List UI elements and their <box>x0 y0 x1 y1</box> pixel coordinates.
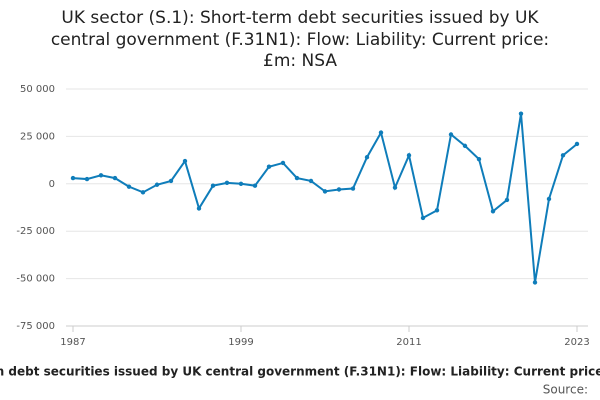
y-tick-label: 50 000 <box>20 84 55 95</box>
x-tick-label: 2011 <box>396 337 421 348</box>
x-tick-label: 1999 <box>228 337 253 348</box>
x-axis-label: Short-term debt securities issued by UK … <box>0 365 600 379</box>
point <box>406 153 412 158</box>
point <box>448 132 454 137</box>
point <box>126 184 132 189</box>
point <box>532 280 538 285</box>
x-tick-label: 2023 <box>564 337 589 348</box>
point <box>112 175 118 181</box>
point <box>266 164 272 169</box>
point <box>546 196 552 202</box>
point <box>434 208 440 213</box>
y-tick-label: -75 000 <box>16 321 55 332</box>
point <box>98 173 104 178</box>
y-tick-label: -50 000 <box>16 274 55 285</box>
point <box>154 182 160 187</box>
point <box>140 190 146 195</box>
point <box>238 181 244 186</box>
point <box>378 130 384 135</box>
point <box>322 189 328 194</box>
point <box>476 156 482 162</box>
y-tick-label: 25 000 <box>20 131 55 142</box>
x-tick-label: 1987 <box>60 337 85 348</box>
point <box>574 141 580 147</box>
point <box>308 178 314 184</box>
chart-title: UK sector (S.1): Short-term debt securit… <box>61 8 539 28</box>
point <box>490 209 496 214</box>
point <box>364 155 370 160</box>
point <box>518 111 524 116</box>
point <box>182 158 188 164</box>
y-tick-label: 0 <box>49 179 55 190</box>
chart-title: £m: NSA <box>263 51 337 71</box>
point <box>252 183 258 188</box>
source: Source: <box>543 383 588 397</box>
chart-title: central government (F.31N1): Flow: Liabi… <box>51 30 549 50</box>
point <box>294 175 300 181</box>
point <box>168 178 174 184</box>
point <box>84 176 90 182</box>
point <box>210 183 216 188</box>
point <box>504 197 510 203</box>
point <box>70 175 76 181</box>
line <box>72 113 578 283</box>
point <box>196 206 202 211</box>
point <box>336 187 342 192</box>
point <box>420 215 426 221</box>
y-tick-label: -25 000 <box>16 226 55 237</box>
point <box>392 185 398 190</box>
point <box>350 186 356 191</box>
point <box>280 160 286 166</box>
point <box>560 153 566 158</box>
point <box>224 180 230 186</box>
point <box>462 143 468 149</box>
